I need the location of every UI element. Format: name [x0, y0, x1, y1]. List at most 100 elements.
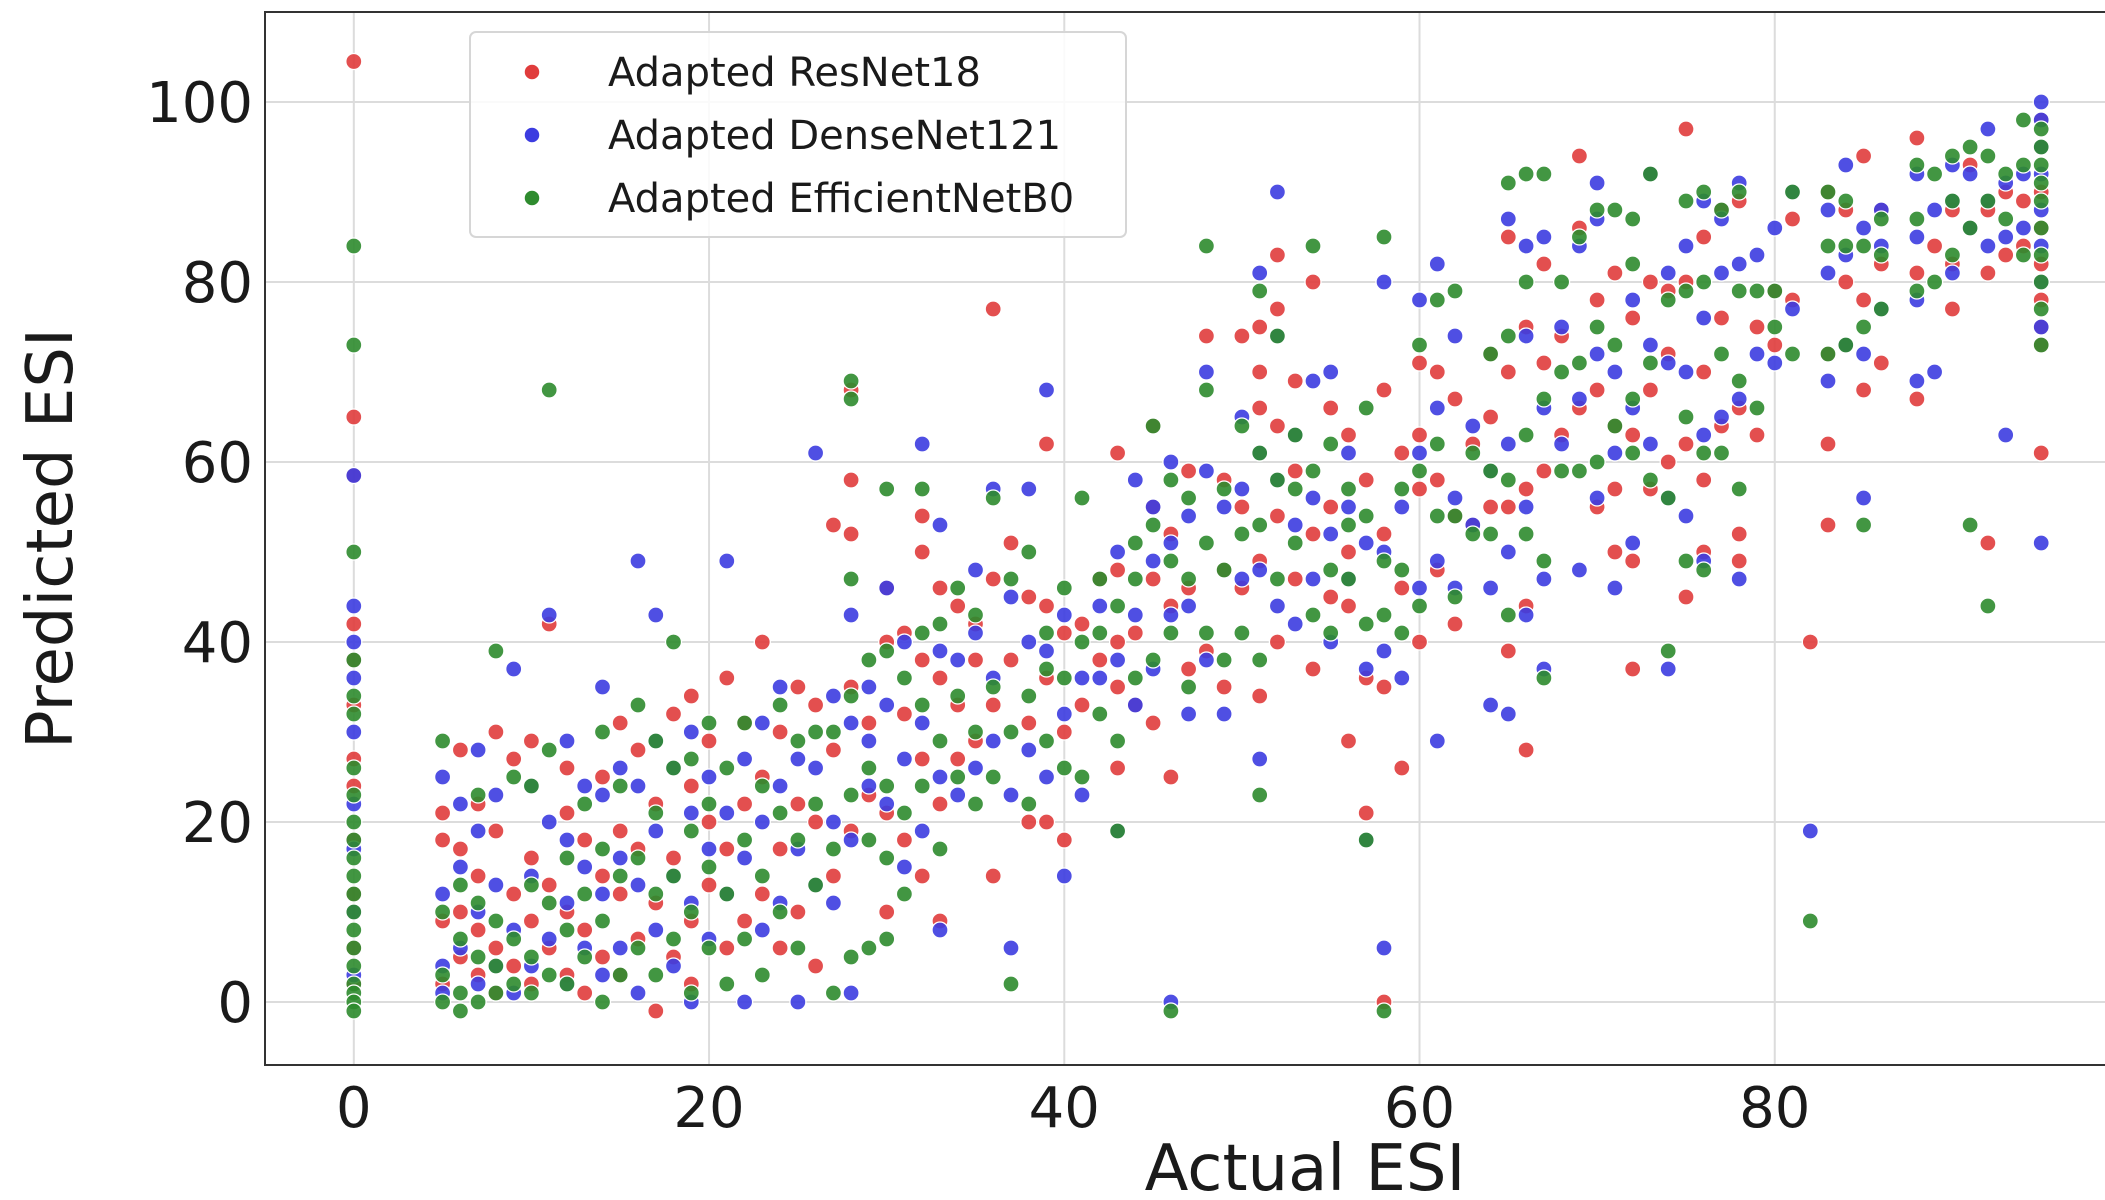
data-point — [1730, 372, 1748, 390]
data-point — [1908, 210, 1926, 228]
data-point — [487, 642, 505, 660]
data-point — [753, 966, 771, 984]
data-point — [1375, 642, 1393, 660]
data-point — [1055, 705, 1073, 723]
data-point — [1677, 120, 1695, 138]
data-point — [1304, 462, 1322, 480]
data-point — [1677, 363, 1695, 381]
data-point — [1162, 768, 1180, 786]
data-point — [1251, 561, 1269, 579]
data-point — [1322, 435, 1340, 453]
data-point — [1659, 453, 1677, 471]
data-point — [682, 822, 700, 840]
data-point — [1428, 399, 1446, 417]
data-point — [1339, 570, 1358, 588]
data-point — [1339, 426, 1358, 444]
data-point — [345, 813, 363, 831]
data-point — [1037, 768, 1056, 786]
data-point — [895, 804, 914, 822]
data-point — [1712, 201, 1731, 219]
data-point — [1002, 651, 1020, 669]
data-point — [1570, 462, 1589, 480]
data-point — [1943, 246, 1962, 264]
data-point — [1357, 615, 1375, 633]
data-point — [345, 786, 363, 804]
data-point — [1108, 633, 1127, 651]
data-point — [895, 858, 914, 876]
data-point — [913, 543, 931, 561]
data-point — [966, 723, 985, 741]
data-point — [1322, 525, 1340, 543]
data-point — [1766, 219, 1784, 237]
data-point — [593, 840, 612, 858]
data-point — [1357, 507, 1375, 525]
data-point — [1375, 606, 1393, 624]
data-point — [700, 939, 718, 957]
data-point — [682, 723, 700, 741]
data-point — [576, 795, 594, 813]
data-point — [1979, 147, 1997, 165]
data-point — [1943, 264, 1962, 282]
data-point — [1055, 867, 1073, 885]
data-point — [1570, 390, 1589, 408]
data-point — [753, 921, 771, 939]
data-point — [451, 903, 470, 921]
data-point — [824, 516, 843, 534]
data-point — [1339, 597, 1358, 615]
legend-marker-densenet121 — [523, 126, 541, 144]
data-point — [345, 408, 363, 426]
data-point — [1268, 570, 1287, 588]
data-point — [1837, 336, 1855, 354]
data-point — [469, 741, 487, 759]
data-point — [984, 867, 1002, 885]
data-point — [2014, 219, 2033, 237]
data-point — [1055, 624, 1073, 642]
data-point — [984, 732, 1002, 750]
data-point — [1215, 498, 1233, 516]
data-point — [345, 849, 363, 867]
data-point — [2032, 174, 2050, 192]
data-point — [1997, 228, 2015, 246]
data-point — [345, 543, 363, 561]
data-point — [487, 984, 505, 1002]
data-point — [1766, 354, 1784, 372]
data-point — [1624, 552, 1642, 570]
data-point — [540, 813, 558, 831]
data-point — [1073, 768, 1091, 786]
data-point — [1322, 363, 1340, 381]
data-point — [1570, 147, 1589, 165]
data-point — [1375, 939, 1393, 957]
data-point — [1020, 633, 1038, 651]
data-point — [1162, 453, 1180, 471]
data-point — [2032, 93, 2050, 111]
data-point — [1073, 489, 1091, 507]
data-point — [1659, 264, 1677, 282]
data-point — [1854, 219, 1873, 237]
data-point — [1446, 327, 1464, 345]
data-point — [931, 669, 949, 687]
data-point — [345, 723, 363, 741]
data-point — [1854, 318, 1873, 336]
data-point — [1286, 480, 1304, 498]
data-point — [824, 894, 843, 912]
data-point — [1517, 606, 1535, 624]
data-point — [1233, 570, 1251, 588]
data-point — [1748, 318, 1766, 336]
data-point — [913, 714, 931, 732]
data-point — [1695, 426, 1713, 444]
data-point — [771, 723, 789, 741]
data-point — [1872, 354, 1890, 372]
data-point — [860, 732, 878, 750]
data-point — [345, 939, 363, 957]
data-point — [842, 525, 860, 543]
data-point — [433, 768, 452, 786]
data-point — [1357, 534, 1375, 552]
data-point — [540, 741, 558, 759]
data-point — [1108, 444, 1127, 462]
data-point — [1304, 525, 1322, 543]
data-point — [540, 930, 558, 948]
data-point — [1108, 651, 1127, 669]
y-tick-label: 20 — [182, 791, 253, 856]
data-point — [949, 579, 967, 597]
data-point — [1535, 669, 1553, 687]
